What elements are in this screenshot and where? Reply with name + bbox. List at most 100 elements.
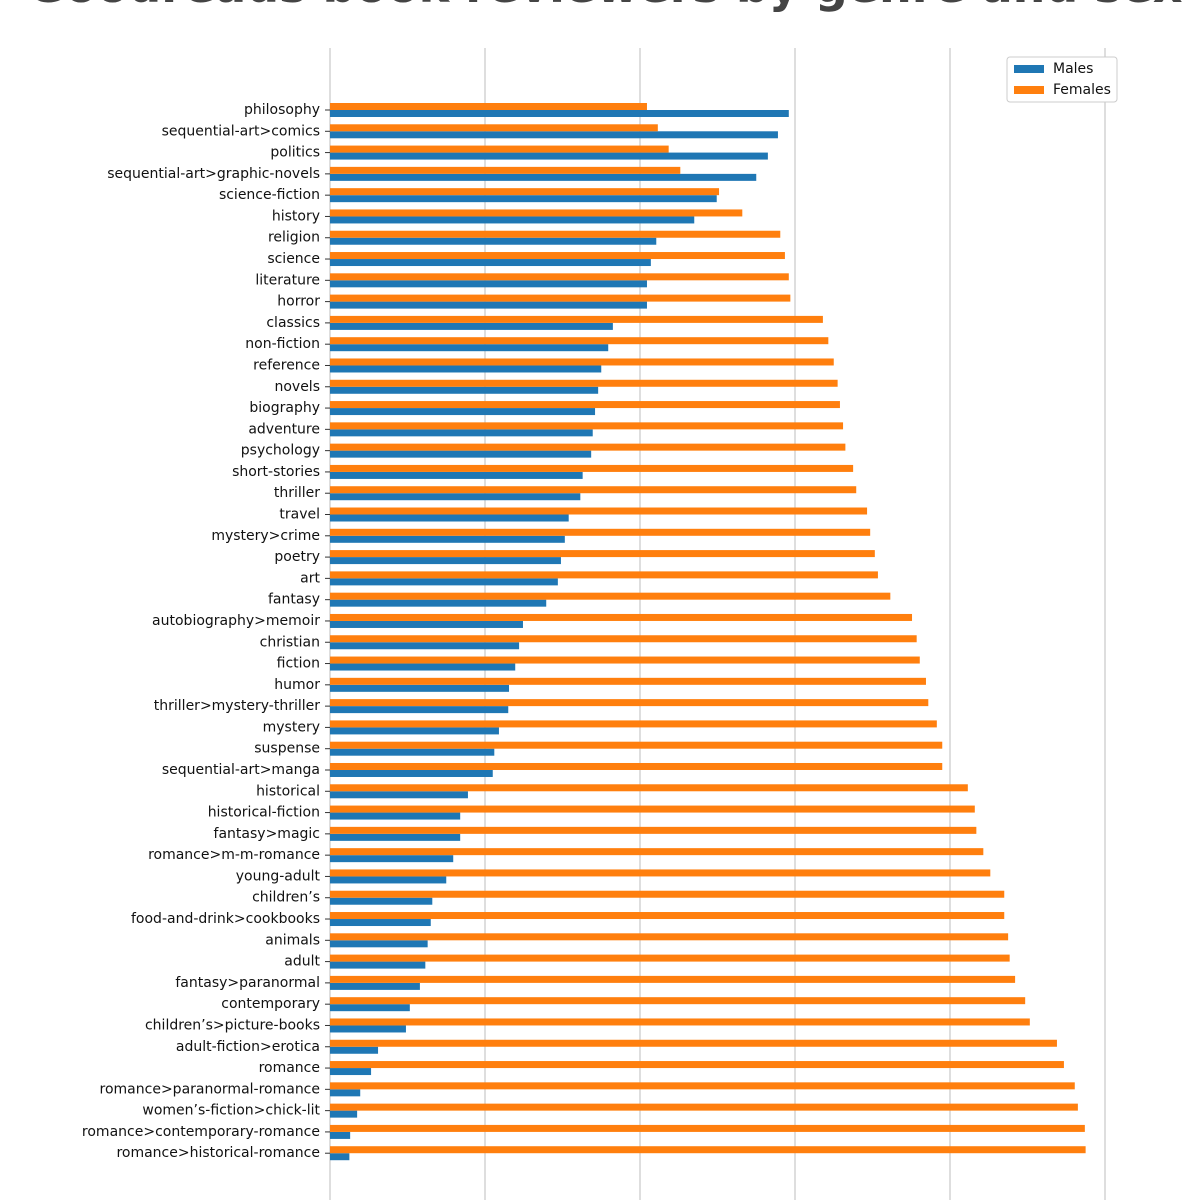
bar — [330, 365, 602, 373]
y-tick-label: romance — [259, 1060, 320, 1076]
bar — [330, 1089, 361, 1097]
y-tick-label: literature — [255, 272, 320, 288]
bar — [330, 486, 857, 494]
y-tick-label: historical-fiction — [208, 805, 320, 821]
bar — [330, 557, 561, 565]
y-tick-label: sequential-art>manga — [162, 762, 320, 778]
y-tick-label: autobiography>memoir — [152, 613, 320, 629]
y-tick-label: suspense — [254, 741, 320, 757]
bar — [330, 912, 1005, 920]
bar — [330, 1004, 410, 1012]
bar — [330, 216, 695, 224]
bar — [330, 450, 592, 458]
y-tick-label: sequential-art>graphic-novels — [107, 166, 320, 182]
bar — [330, 855, 454, 863]
bar — [330, 422, 844, 430]
bar — [330, 1018, 1030, 1026]
y-tick-label: art — [300, 570, 320, 586]
bar — [330, 301, 647, 309]
y-tick-label: horror — [277, 294, 320, 310]
y-tick-label: romance>paranormal-romance — [100, 1081, 320, 1097]
bar — [330, 429, 593, 437]
bar — [330, 273, 789, 281]
bar — [330, 940, 428, 948]
bar — [330, 166, 681, 174]
y-tick-label: contemporary — [221, 996, 320, 1012]
bar — [330, 656, 920, 664]
bar — [330, 919, 431, 927]
y-tick-label: biography — [249, 400, 320, 416]
bar — [330, 344, 609, 352]
bar — [330, 1103, 1078, 1111]
bar — [330, 322, 613, 330]
bar — [330, 528, 871, 536]
bar — [330, 124, 658, 132]
bar — [330, 1046, 379, 1054]
y-tick-label: historical — [256, 783, 320, 799]
y-tick-label: romance>contemporary-romance — [82, 1124, 320, 1140]
bar — [330, 386, 599, 394]
bar — [330, 1131, 351, 1139]
legend-label: Females — [1053, 82, 1111, 98]
bar — [330, 188, 720, 196]
bar — [330, 769, 493, 777]
bar — [330, 493, 581, 501]
y-tick-label: short-stories — [232, 464, 320, 480]
bar — [330, 1146, 1086, 1154]
bar — [330, 103, 647, 110]
bar — [330, 613, 913, 621]
legend-swatch — [1014, 65, 1044, 73]
bar — [330, 237, 657, 245]
bar — [330, 358, 834, 366]
bar — [330, 408, 596, 416]
bar — [330, 294, 791, 302]
y-tick-label: philosophy — [244, 102, 320, 118]
y-tick-label: humor — [274, 677, 320, 693]
y-tick-label: romance>historical-romance — [116, 1145, 320, 1161]
bar — [330, 464, 854, 472]
y-tick-label: non-fiction — [245, 336, 320, 352]
bar — [330, 145, 669, 153]
bar — [330, 195, 717, 203]
bar — [330, 833, 461, 841]
bar — [330, 982, 420, 990]
legend-swatch — [1014, 86, 1044, 94]
y-tick-label: fantasy — [268, 592, 320, 608]
chart-title: Goodreads book reviewers by genre and se… — [27, 0, 1182, 13]
bar — [330, 720, 937, 728]
bar — [330, 1082, 1075, 1090]
bar — [330, 514, 569, 522]
bar — [330, 748, 495, 756]
bar — [330, 848, 984, 856]
y-tick-label: sequential-art>comics — [162, 123, 320, 139]
bar — [330, 961, 426, 969]
bar — [330, 379, 838, 387]
bar — [330, 401, 840, 409]
y-tick-label: mystery>crime — [211, 528, 320, 544]
bar — [330, 1068, 372, 1076]
y-tick-label: adventure — [248, 421, 320, 437]
y-tick-label: politics — [270, 145, 320, 161]
y-tick-label: mystery — [263, 719, 320, 735]
y-tick-label: psychology — [241, 443, 320, 459]
y-tick-label: animals — [265, 932, 320, 948]
y-tick-label: reference — [253, 357, 320, 373]
bar — [330, 535, 565, 543]
bar — [330, 642, 520, 650]
y-tick-label: children’s — [252, 890, 320, 906]
bar — [330, 1110, 358, 1118]
y-tick-label: travel — [279, 507, 320, 523]
bar — [330, 507, 868, 515]
bar — [330, 954, 1010, 962]
y-tick-label: thriller>mystery-thriller — [154, 698, 320, 714]
bar — [330, 997, 1026, 1005]
bar — [330, 571, 878, 579]
y-tick-label: fiction — [277, 656, 320, 672]
y-tick-label: history — [272, 208, 320, 224]
y-tick-label: poetry — [274, 549, 320, 565]
bar — [330, 635, 917, 643]
bar — [330, 699, 929, 707]
bar — [330, 897, 433, 905]
bar — [330, 663, 516, 671]
y-tick-label: fantasy>magic — [214, 826, 320, 842]
